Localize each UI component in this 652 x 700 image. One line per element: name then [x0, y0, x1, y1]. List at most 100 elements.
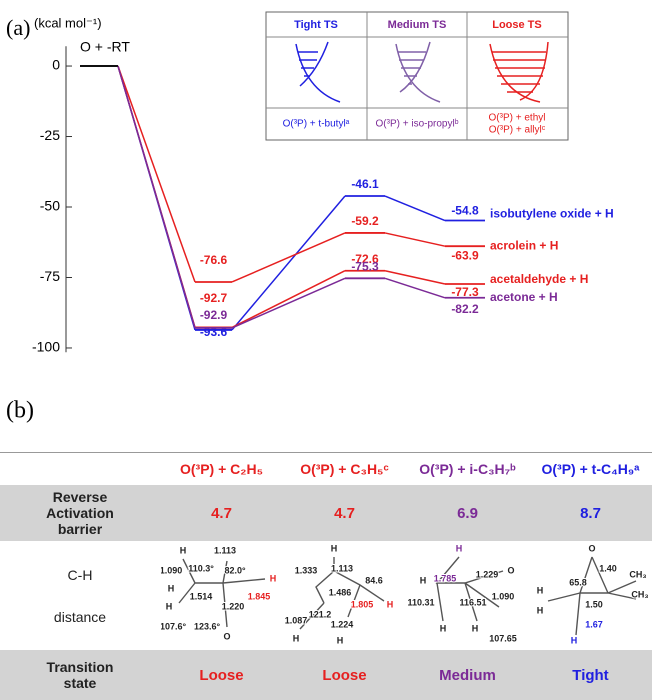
inset-header: Loose TS — [492, 19, 542, 31]
header-cell — [0, 453, 160, 486]
row-label-text: Transition state — [35, 659, 125, 691]
chart: (a) (kcal mol⁻¹) O + -RT (b) 0-25-50-75-… — [0, 0, 652, 450]
structure-cell: H1.1131.090110.3°82.0°H1.845H1.5141.220H… — [160, 541, 283, 650]
structure-label: 1.090 — [161, 565, 182, 575]
state-cell: Medium — [406, 650, 529, 700]
structure-label: H — [536, 585, 543, 595]
structure-label: H — [336, 635, 343, 645]
structure-label: H — [269, 573, 276, 583]
structure-label: 1.486 — [328, 587, 351, 597]
structure-label: H — [455, 543, 462, 553]
structure-label: 1.090 — [491, 591, 514, 601]
structure-label: 110.31 — [407, 597, 434, 607]
row-label: Transition state — [0, 650, 160, 700]
y-tick-label: -75 — [40, 268, 60, 284]
row-label: Reverse Activation barrier — [0, 485, 160, 541]
structure-label: 1.113 — [213, 545, 235, 555]
structure-label: CH₃ — [631, 589, 648, 599]
y-axis-label: (kcal mol⁻¹) — [34, 15, 102, 30]
structure-label: 1.50 — [585, 599, 603, 609]
value-label: -75.3 — [351, 260, 379, 274]
y-tick-label: -25 — [40, 127, 60, 143]
structure-label: O — [223, 631, 230, 641]
connector — [232, 196, 345, 330]
inset-system: O(³P) + allylᶜ — [489, 125, 546, 136]
structure-label: 84.6 — [365, 575, 383, 585]
value-label: -54.8 — [451, 204, 479, 218]
inset-header: Tight TS — [294, 19, 338, 31]
row-label-text: C-H — [0, 567, 160, 583]
structure: H 1.333 1.113 84.6 1.486 1.805 H 1.087121.21.22… — [284, 541, 406, 647]
structure-label: H — [419, 575, 426, 585]
series-label: acetaldehyde + H — [490, 272, 588, 286]
structure-label: 1.229 — [475, 569, 498, 579]
connector — [232, 271, 345, 328]
value-label: -76.6 — [200, 253, 228, 267]
inset-system: O(³P) + t-butylᵃ — [283, 119, 350, 130]
structure-label: H — [179, 545, 186, 555]
connector — [232, 278, 345, 328]
barrier-cell: 4.7 — [283, 485, 406, 541]
connector — [385, 196, 445, 221]
y-tick-label: -50 — [40, 198, 60, 214]
structure-label: 1.785 — [433, 573, 456, 583]
structure-label: 123.6° — [193, 621, 220, 631]
structure-label: 1.67 — [585, 619, 603, 629]
structure-label: 107.6° — [161, 621, 186, 631]
barrier-cell: 8.7 — [529, 485, 652, 541]
structure-label: 65.8 — [569, 577, 587, 587]
structure-label: H — [570, 635, 577, 645]
inset-system: O(³P) + ethyl — [489, 113, 546, 124]
structure-label: 1.113 — [330, 563, 352, 573]
value-label: -92.7 — [200, 291, 228, 305]
row-label-text: Reverse Activation barrier — [25, 489, 135, 537]
start-label: O + -RT — [80, 39, 130, 55]
structure-label: 110.3° — [188, 563, 214, 573]
inset-system: O(³P) + iso-propylᵇ — [376, 119, 459, 130]
barrier-cell: 6.9 — [406, 485, 529, 541]
structure-label: 1.805 — [350, 599, 373, 609]
structure-label: 107.65 — [489, 633, 517, 643]
structure-label: 1.333 — [294, 565, 317, 575]
structure-label: 121.2 — [308, 609, 331, 619]
structure-label: H — [167, 583, 174, 593]
connector — [232, 233, 345, 282]
structure-label: CH₃ — [629, 569, 646, 579]
barrier-cell: 4.7 — [160, 485, 283, 541]
structure-label: 1.514 — [189, 591, 212, 601]
structure-label: O — [588, 543, 595, 553]
structure-label: H — [165, 601, 172, 611]
structure-label: H — [292, 633, 299, 643]
series-label: acetone + H — [490, 290, 558, 304]
state-cell: Loose — [283, 650, 406, 700]
structure-label: 1.40 — [599, 563, 617, 573]
structure-label: 116.51 — [459, 597, 486, 607]
structure-label: O — [507, 565, 514, 575]
state-cell: Tight — [529, 650, 652, 700]
column-header: O(³P) + C₃H₅ᶜ — [283, 453, 406, 486]
column-header: O(³P) + i-C₃H₇ᵇ — [406, 453, 529, 486]
series-label: isobutylene oxide + H — [490, 207, 614, 221]
connector — [118, 66, 195, 328]
row-label-text: distance — [0, 609, 160, 625]
structure-label: 82.0° — [224, 565, 246, 575]
connector — [385, 233, 445, 246]
structure-label: H — [439, 623, 446, 633]
structure-label: H — [536, 605, 543, 615]
structure-label: 1.224 — [330, 619, 353, 629]
structure-label: 1.087 — [284, 615, 307, 625]
panel-label: (a) — [6, 15, 30, 40]
figure: (a) (kcal mol⁻¹) O + -RT (b) 0-25-50-75-… — [0, 0, 652, 700]
bond — [437, 557, 503, 621]
